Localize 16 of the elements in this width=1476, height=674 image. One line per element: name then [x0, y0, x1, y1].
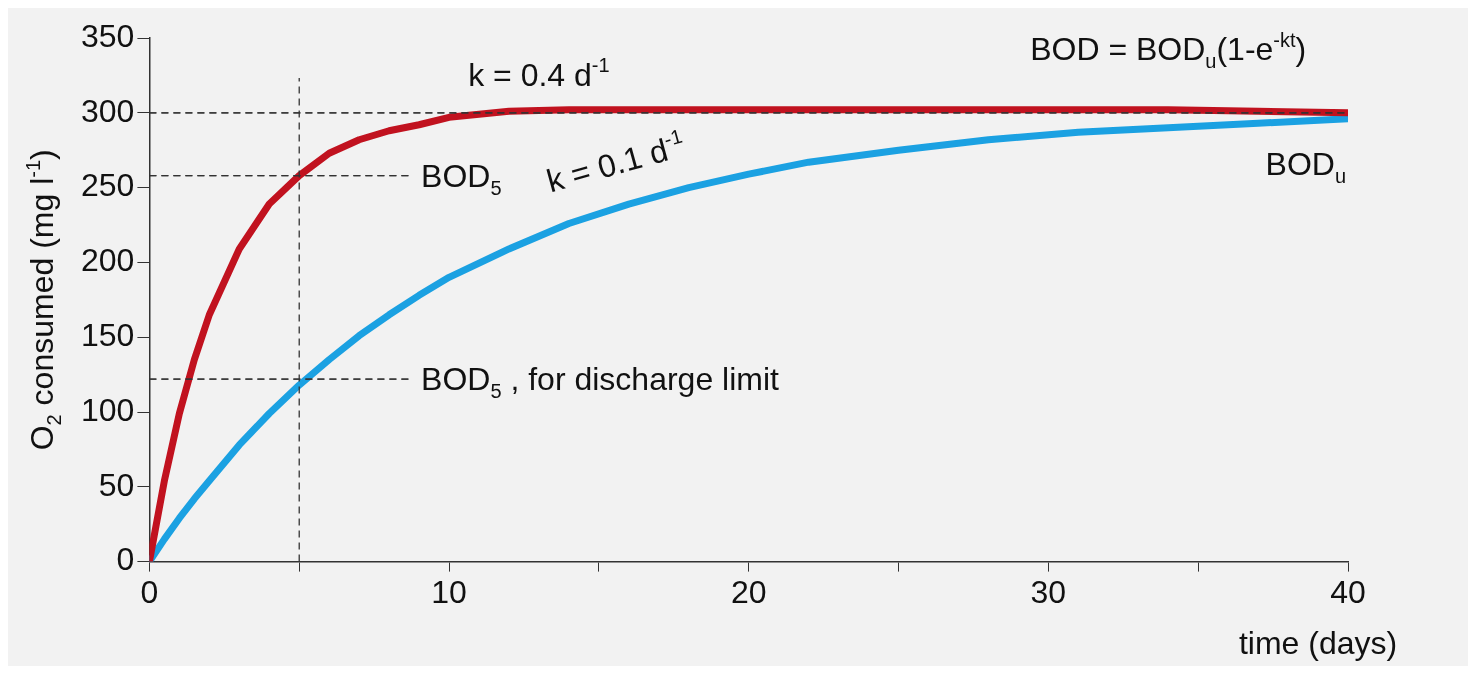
x-tick-label: 0	[140, 573, 159, 610]
y-tick-label: 150	[81, 317, 135, 354]
y-tick-label: 200	[81, 242, 135, 279]
x-tick-label: 40	[1330, 573, 1366, 610]
y-tick-label: 100	[81, 391, 135, 428]
x-axis-title: time (days)	[1238, 625, 1398, 661]
y-tick-label: 350	[81, 17, 135, 54]
y-tick-label: 0	[116, 541, 135, 578]
x-tick-label: 30	[1030, 573, 1067, 610]
text: k = 0.1 d-1	[542, 124, 685, 200]
x-tick-label: 10	[431, 573, 467, 610]
y-axis-title: O2 consumed (mg l-1)	[21, 149, 65, 451]
y-tick-label: 50	[98, 466, 135, 503]
y-tick-label: 250	[81, 167, 135, 204]
y-tick-label: 300	[81, 92, 135, 129]
x-tick-label: 20	[730, 573, 767, 610]
